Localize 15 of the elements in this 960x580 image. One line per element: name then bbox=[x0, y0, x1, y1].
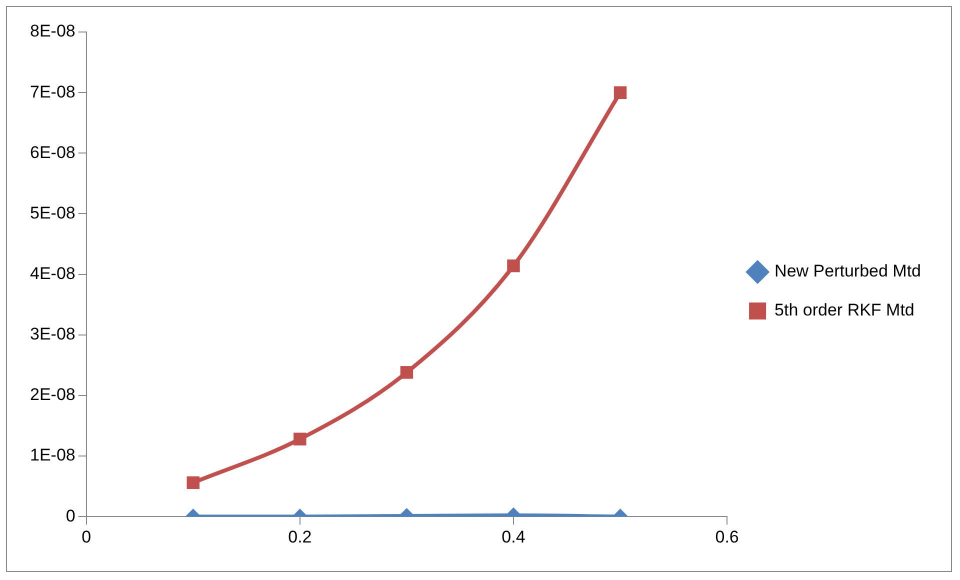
y-tick-label: 4E-08 bbox=[30, 264, 76, 283]
x-tick-label: 0.6 bbox=[715, 527, 739, 546]
y-tick-label: 3E-08 bbox=[30, 324, 76, 344]
legend-label: New Perturbed Mtd bbox=[774, 262, 921, 281]
legend-label: 5th order RKF Mtd bbox=[774, 300, 914, 320]
x-tick-label: 0.4 bbox=[502, 527, 526, 546]
y-tick-label: 6E-08 bbox=[30, 142, 76, 162]
x-tick-label: 0 bbox=[82, 527, 92, 546]
y-tick-label: 0 bbox=[66, 506, 76, 526]
x-tick-label: 0.2 bbox=[288, 527, 312, 546]
y-tick-label: 8E-08 bbox=[30, 22, 76, 41]
y-tick-label: 7E-08 bbox=[30, 82, 76, 102]
y-tick-label: 5E-08 bbox=[30, 203, 76, 222]
y-tick-label: 2E-08 bbox=[30, 385, 76, 404]
y-tick-label: 1E-08 bbox=[30, 446, 76, 465]
